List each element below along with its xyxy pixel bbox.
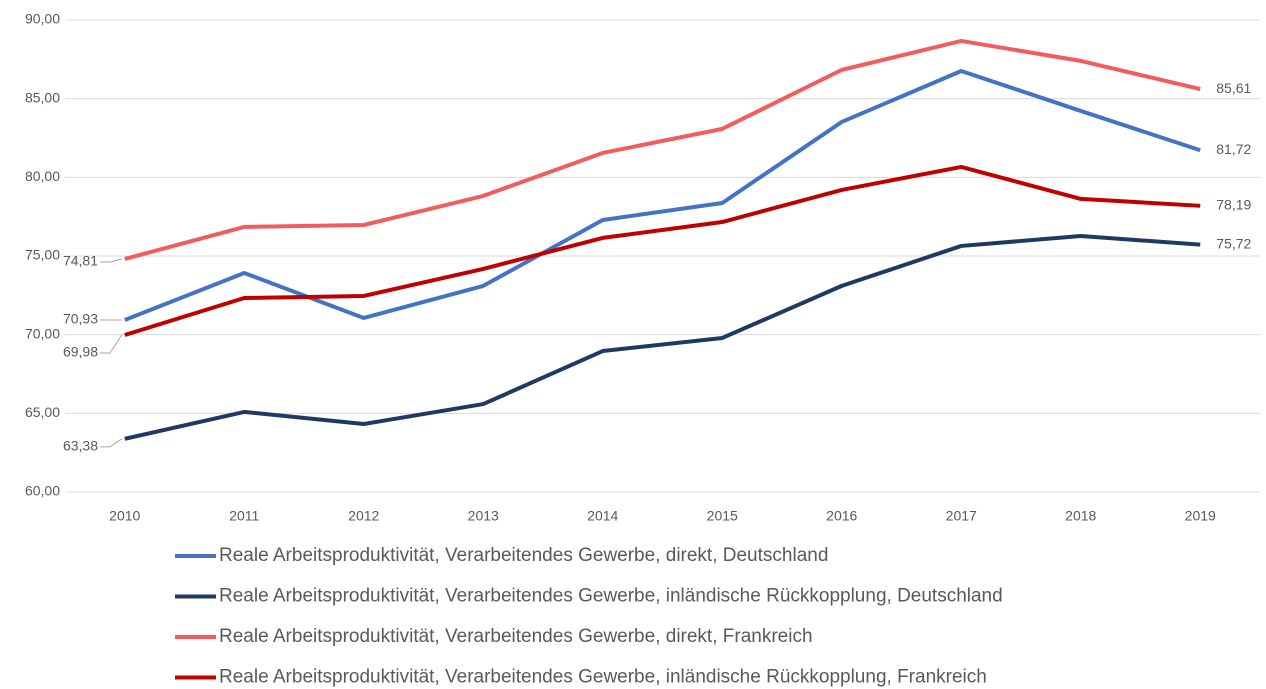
leader-line bbox=[100, 258, 122, 263]
legend-label: Reale Arbeitsproduktivität, Verarbeitend… bbox=[219, 545, 828, 566]
y-tick-label: 75,00 bbox=[25, 247, 60, 263]
data-label: 85,61 bbox=[1216, 80, 1251, 96]
data-label: 70,93 bbox=[63, 311, 98, 327]
x-tick-label: 2015 bbox=[707, 508, 738, 524]
y-tick-label: 70,00 bbox=[25, 325, 60, 341]
x-tick-label: 2019 bbox=[1185, 508, 1216, 524]
series-line bbox=[124, 68, 1201, 322]
y-tick-label: 65,00 bbox=[25, 404, 60, 420]
y-tick-label: 60,00 bbox=[25, 483, 60, 499]
x-tick-label: 2013 bbox=[468, 508, 499, 524]
series-line bbox=[124, 38, 1201, 261]
x-tick-label: 2014 bbox=[587, 508, 618, 524]
y-tick-label: 85,00 bbox=[25, 89, 60, 105]
x-tick-label: 2012 bbox=[348, 508, 379, 524]
x-tick-label: 2018 bbox=[1065, 508, 1096, 524]
leader-line bbox=[100, 334, 123, 354]
data-label: 74,81 bbox=[63, 253, 98, 269]
x-tick-label: 2011 bbox=[229, 508, 259, 524]
leader-line bbox=[100, 438, 123, 448]
data-label: 63,38 bbox=[63, 438, 98, 454]
legend-label: Reale Arbeitsproduktivität, Verarbeitend… bbox=[219, 667, 987, 688]
x-tick-label: 2010 bbox=[109, 508, 140, 524]
data-label: 69,98 bbox=[63, 344, 98, 360]
data-label: 75,72 bbox=[1216, 235, 1251, 251]
x-tick-label: 2017 bbox=[946, 508, 977, 524]
legend-label: Reale Arbeitsproduktivität, Verarbeitend… bbox=[219, 586, 1003, 607]
data-label: 81,72 bbox=[1216, 141, 1251, 157]
legend-label: Reale Arbeitsproduktivität, Verarbeitend… bbox=[219, 626, 813, 647]
series-line bbox=[124, 234, 1201, 441]
data-label: 78,19 bbox=[1216, 197, 1251, 213]
x-tick-label: 2016 bbox=[826, 508, 857, 524]
y-tick-label: 80,00 bbox=[25, 168, 60, 184]
series-line bbox=[124, 164, 1201, 337]
y-tick-label: 90,00 bbox=[25, 11, 60, 27]
